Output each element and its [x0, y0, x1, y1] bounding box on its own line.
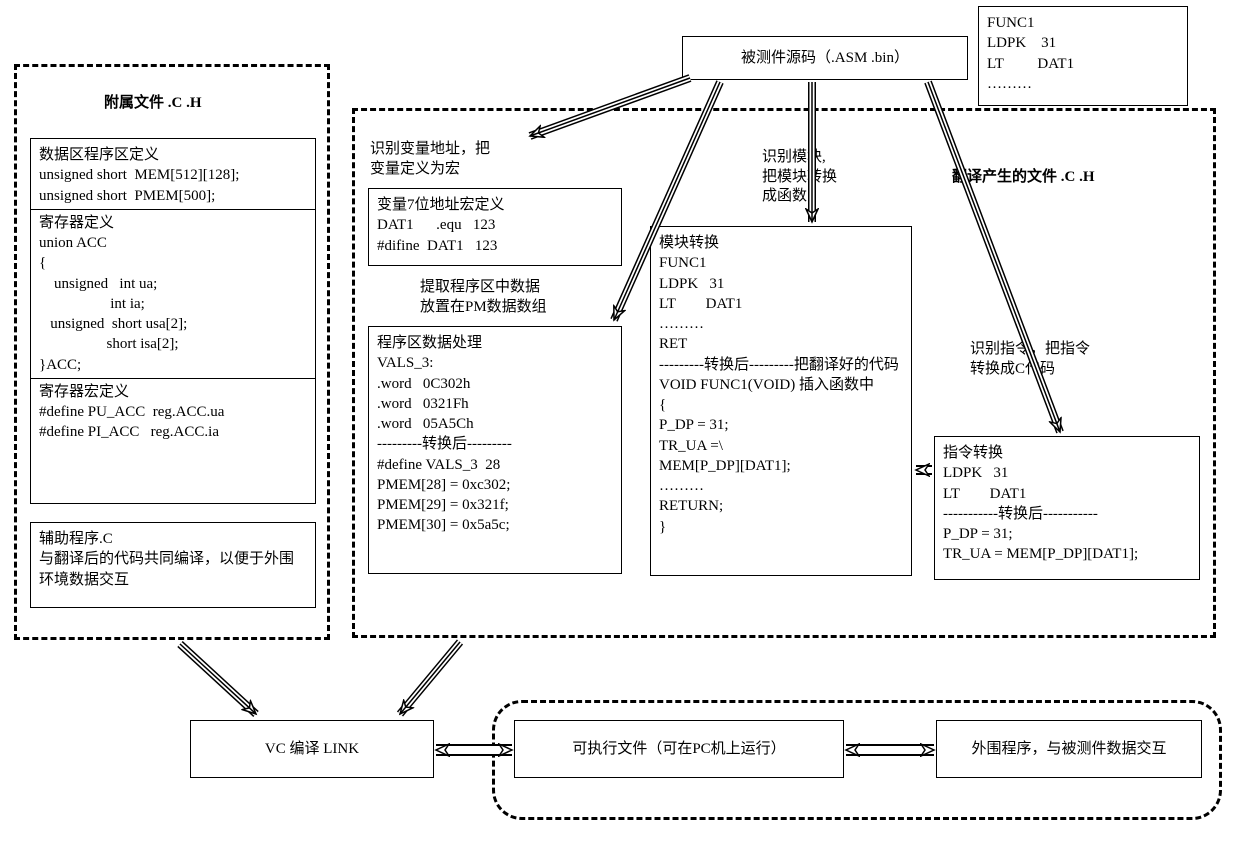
code-line: FUNC1 — [987, 13, 1179, 33]
code-line: LT DAT1 — [987, 54, 1179, 74]
instr-annotation: 识别指令，把指令 转换成C代码 — [970, 340, 1090, 379]
executable-box: 可执行文件（可在PC机上运行） — [514, 720, 844, 778]
line: VOID FUNC1(VOID) 插入函数中 — [659, 375, 903, 395]
line: MEM[P_DP][DAT1]; — [659, 456, 903, 476]
external-program-box: 外围程序，与被测件数据交互 — [936, 720, 1202, 778]
line: TR_UA = MEM[P_DP][DAT1]; — [943, 544, 1191, 564]
line: PMEM[30] = 0x5a5c; — [377, 515, 613, 535]
left-definitions-box: 数据区程序区定义 unsigned short MEM[512][128]; u… — [30, 138, 316, 504]
line: union ACC — [39, 233, 307, 253]
line: TR_UA =\ — [659, 436, 903, 456]
line: P_DP = 31; — [659, 415, 903, 435]
line: 变量7位地址宏定义 — [377, 195, 613, 215]
vc-compile-box: VC 编译 LINK — [190, 720, 434, 778]
line: 程序区数据处理 — [377, 333, 613, 353]
ext-label: 外围程序，与被测件数据交互 — [971, 739, 1166, 759]
line: unsigned short MEM[512][128]; — [39, 165, 307, 185]
line: } — [659, 517, 903, 537]
line: unsigned int ua; — [39, 274, 307, 294]
line: RETURN; — [659, 496, 903, 516]
line: LT DAT1 — [659, 294, 903, 314]
line: -----------转换后----------- — [943, 504, 1191, 524]
line: #difine DAT1 123 — [377, 236, 613, 256]
line: ……… — [659, 314, 903, 334]
line: RET — [659, 334, 903, 354]
left-title: 附属文件 .C .H — [104, 94, 202, 114]
line: LDPK 31 — [943, 463, 1191, 483]
right-title: 翻译产生的文件 .C .H — [952, 168, 1095, 188]
line: #define PI_ACC reg.ACC.ia — [39, 422, 307, 442]
line: LT DAT1 — [943, 484, 1191, 504]
line: #define VALS_3 28 — [377, 455, 613, 475]
pm-annotation: 提取程序区中数据 放置在PM数据数组 — [420, 278, 547, 317]
line: ---------转换后--------- — [377, 434, 613, 454]
line: 辅助程序.C — [39, 529, 307, 549]
line: 指令转换 — [943, 443, 1191, 463]
module-annotation: 识别模块, 把模块转换 成函数 — [762, 148, 837, 207]
line: 数据区程序区定义 — [39, 145, 307, 165]
line: VALS_3: — [377, 353, 613, 373]
vc-label: VC 编译 LINK — [265, 739, 359, 759]
line: short isa[2]; — [39, 334, 307, 354]
exe-label: 可执行文件（可在PC机上运行） — [572, 739, 785, 759]
line: .word 0C302h — [377, 374, 613, 394]
line: unsigned short usa[2]; — [39, 314, 307, 334]
instr-box: 指令转换 LDPK 31 LT DAT1 -----------转换后-----… — [934, 436, 1200, 580]
var-macro-box: 变量7位地址宏定义 DAT1 .equ 123 #difine DAT1 123 — [368, 188, 622, 266]
source-box: 被测件源码（.ASM .bin） — [682, 36, 968, 80]
divider — [31, 209, 315, 210]
line: { — [659, 395, 903, 415]
line: 寄存器定义 — [39, 213, 307, 233]
line: PMEM[28] = 0xc302; — [377, 475, 613, 495]
code-sample-box: FUNC1 LDPK 31 LT DAT1 ……… — [978, 6, 1188, 106]
code-line: ……… — [987, 74, 1179, 94]
line: ---------转换后---------把翻译好的代码 — [659, 355, 903, 375]
pm-data-box: 程序区数据处理 VALS_3: .word 0C302h .word 0321F… — [368, 326, 622, 574]
helper-program-box: 辅助程序.C 与翻译后的代码共同编译，以便于外围环境数据交互 — [30, 522, 316, 608]
line: { — [39, 253, 307, 273]
line: 模块转换 — [659, 233, 903, 253]
var-annotation: 识别变量地址，把 变量定义为宏 — [370, 140, 490, 179]
line: P_DP = 31; — [943, 524, 1191, 544]
line: 与翻译后的代码共同编译，以便于外围环境数据交互 — [39, 549, 307, 590]
line: ……… — [659, 476, 903, 496]
source-label: 被测件源码（.ASM .bin） — [741, 48, 909, 68]
code-line: LDPK 31 — [987, 33, 1179, 53]
line: #define PU_ACC reg.ACC.ua — [39, 402, 307, 422]
line: unsigned short PMEM[500]; — [39, 186, 307, 206]
line: 寄存器宏定义 — [39, 382, 307, 402]
module-box: 模块转换 FUNC1 LDPK 31 LT DAT1 ……… RET -----… — [650, 226, 912, 576]
line: int ia; — [39, 294, 307, 314]
divider — [31, 378, 315, 379]
line: PMEM[29] = 0x321f; — [377, 495, 613, 515]
line: .word 05A5Ch — [377, 414, 613, 434]
line: }ACC; — [39, 355, 307, 375]
line: LDPK 31 — [659, 274, 903, 294]
line: FUNC1 — [659, 253, 903, 273]
line: DAT1 .equ 123 — [377, 215, 613, 235]
line: .word 0321Fh — [377, 394, 613, 414]
